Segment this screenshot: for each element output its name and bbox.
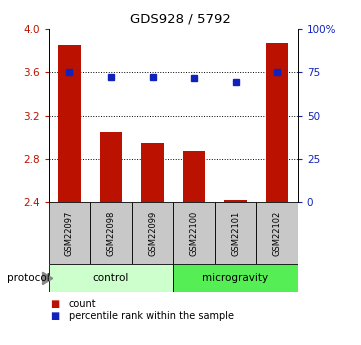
Bar — [173, 202, 215, 264]
Bar — [224, 200, 247, 202]
Text: GSM22102: GSM22102 — [273, 210, 282, 256]
Text: microgravity: microgravity — [203, 273, 269, 283]
Bar — [266, 43, 288, 202]
Bar — [256, 202, 298, 264]
Text: ■: ■ — [51, 311, 60, 321]
Bar — [58, 46, 81, 202]
Text: GSM22099: GSM22099 — [148, 210, 157, 256]
Bar — [100, 132, 122, 202]
Text: GSM22100: GSM22100 — [190, 210, 199, 256]
Text: GSM22101: GSM22101 — [231, 210, 240, 256]
Text: ■: ■ — [51, 299, 60, 308]
Text: control: control — [93, 273, 129, 283]
Bar — [141, 142, 164, 202]
Text: GSM22097: GSM22097 — [65, 210, 74, 256]
Bar — [132, 202, 173, 264]
Bar — [49, 202, 90, 264]
Bar — [215, 202, 256, 264]
Polygon shape — [43, 272, 53, 285]
Text: percentile rank within the sample: percentile rank within the sample — [69, 311, 234, 321]
Text: GSM22098: GSM22098 — [106, 210, 116, 256]
Bar — [49, 264, 173, 292]
Bar — [90, 202, 132, 264]
Bar — [173, 264, 298, 292]
Text: GDS928 / 5792: GDS928 / 5792 — [130, 12, 231, 25]
Bar — [183, 151, 205, 202]
Text: protocol: protocol — [7, 274, 50, 283]
Text: count: count — [69, 299, 96, 308]
